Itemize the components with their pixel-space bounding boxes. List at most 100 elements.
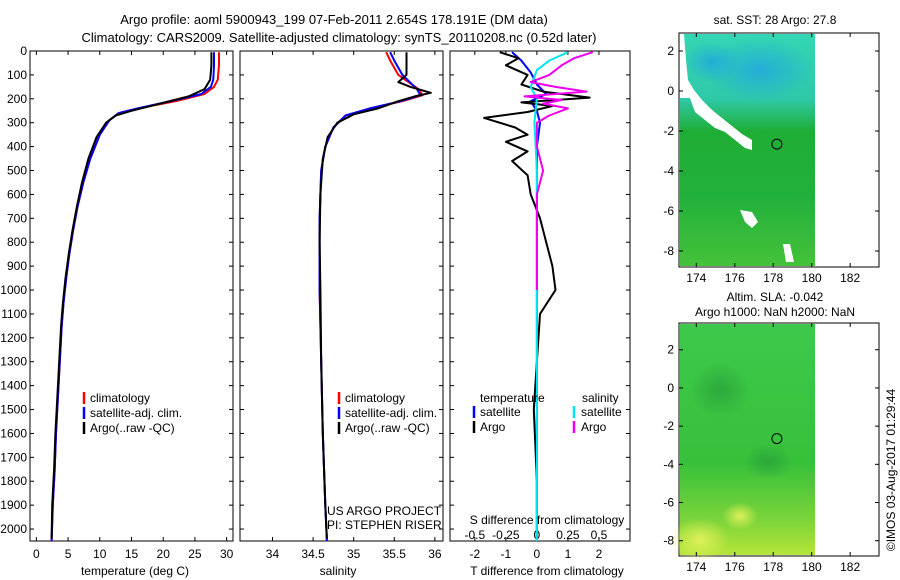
x-tick-label: 30 <box>220 547 234 561</box>
x-tick-label: -2 <box>469 547 480 561</box>
x-tick-label: 0 <box>33 547 40 561</box>
depth-tick-label: 1300 <box>0 355 27 369</box>
argo-location-marker <box>771 138 783 150</box>
lon-tick-label: 180 <box>802 560 822 574</box>
temperature-plot: 0 5 10 15 20 25 30 <box>33 51 234 561</box>
depth-tick-label: 0 <box>20 44 27 58</box>
depth-tick-label: 700 <box>7 211 27 225</box>
difference-legend: temperature satellite Argo salinity sate… <box>470 391 625 527</box>
depth-tick-label: 1400 <box>0 379 27 393</box>
depth-tick-label: 1000 <box>0 283 27 297</box>
lon-tick-label: 174 <box>686 560 706 574</box>
difference-axis-label: T difference from climatology <box>470 564 624 578</box>
x-tick-label: 35 <box>347 547 361 561</box>
lat-tick-label: -6 <box>663 496 674 510</box>
depth-tick-label: 1900 <box>0 498 27 512</box>
salinity-plot: 34 34.5 35 35.5 36 <box>266 51 442 561</box>
x-tick-label: 20 <box>157 547 171 561</box>
series-line-salinity-argo <box>523 51 594 290</box>
sla-high-anomaly <box>670 518 730 562</box>
depth-tick-label: 300 <box>7 116 27 130</box>
depth-tick-label: 1800 <box>0 474 27 488</box>
x-tick-label: 0 <box>534 547 541 561</box>
x-tick-label: 2 <box>596 547 603 561</box>
depth-tick-label: 400 <box>7 140 27 154</box>
depth-tick-label: 600 <box>7 187 27 201</box>
salinity-panel <box>239 50 444 542</box>
sla-map-axes: 174 176 178 180 182 2 0 -2 -4 -6 -8 <box>663 323 879 574</box>
x-tick-label: 1 <box>565 547 572 561</box>
depth-tick-label: 1200 <box>0 331 27 345</box>
sst-map: 174 176 178 180 182 2 0 -2 -4 -6 -8 <box>663 32 880 285</box>
lon-tick-label: 176 <box>725 560 745 574</box>
x-tick-label: -1 <box>501 547 512 561</box>
lat-tick-label: -8 <box>663 534 674 548</box>
x-tick-label: 36 <box>428 547 442 561</box>
legend-salinity-heading: salinity <box>582 391 619 405</box>
argo-location-marker <box>771 433 783 445</box>
series-line-argo-raw-qc- <box>318 52 432 539</box>
depth-tick-label: 1600 <box>0 426 27 440</box>
copyright-footer: ©IMOS 03-Aug-2017 01:29:44 <box>884 389 898 552</box>
salinity-legend: climatology satellite-adj. clim. Argo(..… <box>327 391 442 532</box>
depth-tick-label: 100 <box>7 68 27 82</box>
s-tick-label: -0.5 <box>464 528 485 542</box>
s-tick-label: -0.25 <box>492 528 520 542</box>
sst-map-title: sat. SST: 28 Argo: 27.8 <box>714 13 837 27</box>
lat-tick-label: -2 <box>663 124 674 138</box>
depth-tick-label: 500 <box>7 164 27 178</box>
pi-label: PI: STEPHEN RISER <box>327 518 442 532</box>
lat-tick-label: 2 <box>667 343 674 357</box>
x-tick-label: 15 <box>125 547 139 561</box>
sst-missing-data <box>680 34 752 150</box>
lat-tick-label: -2 <box>663 419 674 433</box>
legend-argo: Argo(..raw -QC) <box>90 421 175 435</box>
project-label: US ARGO PROJECT <box>327 504 442 518</box>
lon-tick-label: 182 <box>840 271 860 285</box>
sst-map-axes: 174 176 178 180 182 2 0 -2 -4 -6 -8 <box>663 33 879 285</box>
legend-t-satellite: satellite <box>480 405 521 419</box>
legend-s-satellite: satellite <box>581 405 622 419</box>
lon-tick-label: 180 <box>802 271 822 285</box>
lat-tick-label: -4 <box>663 457 674 471</box>
lat-tick-label: 2 <box>667 44 674 58</box>
depth-tick-label: 900 <box>7 259 27 273</box>
lat-tick-label: 0 <box>667 84 674 98</box>
lat-tick-label: 0 <box>667 381 674 395</box>
figure-title-line2: Climatology: CARS2009. Satellite-adjuste… <box>82 30 597 45</box>
x-tick-label: 34.5 <box>301 547 325 561</box>
lon-tick-label: 178 <box>763 271 783 285</box>
lat-tick-label: -6 <box>663 204 674 218</box>
difference-plot: -2 -1 0 1 2-0.5 -0.25 0 0.25 0.5 <box>464 51 608 561</box>
x-tick-label: 25 <box>188 547 202 561</box>
depth-tick-label: 1100 <box>1 307 27 321</box>
lon-tick-label: 176 <box>725 271 745 285</box>
legend-satellite: satellite-adj. clim. <box>345 406 437 420</box>
legend-argo: Argo(..raw -QC) <box>345 421 430 435</box>
difference-panel <box>449 50 631 542</box>
legend-climatology: climatology <box>90 391 150 405</box>
temperature-panel <box>29 50 234 542</box>
temperature-legend: climatology satellite-adj. clim. Argo(..… <box>82 391 182 435</box>
sla-map-title1: Altim. SLA: -0.042 <box>727 290 824 304</box>
lat-tick-label: -8 <box>663 244 674 258</box>
depth-tick-label: 800 <box>7 235 27 249</box>
depth-tick-label: 2000 <box>0 522 27 536</box>
legend-satellite: satellite-adj. clim. <box>90 406 182 420</box>
series-line-salinity-satellite <box>529 51 569 541</box>
x-tick-label: 10 <box>93 547 107 561</box>
series-line-temperature-argo <box>483 51 591 539</box>
depth-tick-label: 200 <box>7 92 27 106</box>
lon-tick-label: 182 <box>840 560 860 574</box>
salinity-axis-label: salinity <box>320 564 357 578</box>
lat-tick-label: -4 <box>663 164 674 178</box>
lon-tick-label: 178 <box>763 560 783 574</box>
s-tick-label: 0.5 <box>591 528 608 542</box>
sla-map-title2: Argo h1000: NaN h2000: NaN <box>695 305 855 319</box>
legend-climatology: climatology <box>345 391 405 405</box>
depth-tick-label: 1500 <box>0 403 27 417</box>
legend-temperature-heading: temperature <box>480 391 545 405</box>
x-tick-label: 34 <box>266 547 280 561</box>
s-difference-label: S difference from climatology <box>470 513 625 527</box>
